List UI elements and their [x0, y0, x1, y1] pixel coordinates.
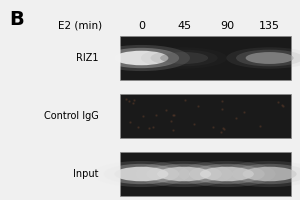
Ellipse shape — [103, 48, 179, 68]
Ellipse shape — [232, 164, 300, 184]
FancyBboxPatch shape — [120, 36, 291, 80]
Text: 0: 0 — [138, 21, 145, 31]
Ellipse shape — [151, 50, 218, 66]
Ellipse shape — [221, 161, 300, 187]
Ellipse shape — [243, 167, 297, 181]
Ellipse shape — [136, 161, 233, 187]
Ellipse shape — [160, 52, 208, 64]
Text: 90: 90 — [220, 21, 234, 31]
Ellipse shape — [93, 161, 190, 187]
Ellipse shape — [103, 164, 179, 184]
Ellipse shape — [157, 167, 211, 181]
Ellipse shape — [146, 164, 222, 184]
Text: 135: 135 — [259, 21, 280, 31]
Text: RIZ1: RIZ1 — [76, 53, 99, 63]
Ellipse shape — [236, 50, 300, 66]
Ellipse shape — [141, 47, 227, 69]
Ellipse shape — [246, 52, 294, 64]
Ellipse shape — [226, 47, 300, 69]
Ellipse shape — [189, 164, 265, 184]
Text: 45: 45 — [177, 21, 191, 31]
Text: E2 (min): E2 (min) — [58, 21, 102, 31]
Ellipse shape — [93, 45, 190, 71]
Text: Input: Input — [74, 169, 99, 179]
FancyBboxPatch shape — [120, 94, 291, 138]
FancyBboxPatch shape — [120, 152, 291, 196]
Text: B: B — [9, 10, 24, 29]
Ellipse shape — [114, 167, 168, 181]
Text: Control IgG: Control IgG — [44, 111, 99, 121]
Ellipse shape — [200, 167, 254, 181]
Ellipse shape — [178, 161, 275, 187]
Ellipse shape — [114, 51, 168, 65]
